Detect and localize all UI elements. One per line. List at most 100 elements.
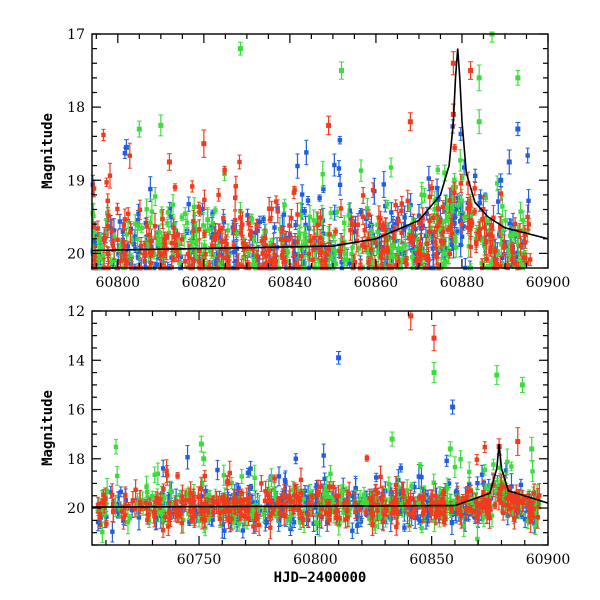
- blue-data-point: [215, 460, 219, 479]
- x-tick-label: 60800: [293, 552, 338, 568]
- blue-data-point: [317, 195, 321, 201]
- y-tick-label: 18: [67, 100, 85, 116]
- red-data-point: [237, 155, 241, 169]
- green-highlight-point: [390, 432, 395, 446]
- green-data-point: [329, 207, 333, 218]
- bottom-x-axis-label: HJD−2400000: [274, 570, 367, 586]
- red-data-point: [233, 186, 237, 210]
- blue-data-point: [322, 473, 326, 485]
- blue-data-point: [338, 136, 342, 144]
- green-data-point: [389, 158, 393, 177]
- x-tick-label: 60750: [177, 552, 222, 568]
- red-highlight-point: [451, 52, 456, 75]
- green-data-point: [453, 457, 457, 478]
- green-data-point: [91, 204, 95, 222]
- green-highlight-point: [529, 437, 534, 460]
- red-data-point: [339, 199, 343, 217]
- red-data-point: [104, 178, 108, 187]
- y-tick-label: 20: [67, 246, 85, 262]
- green-data-point: [420, 187, 424, 203]
- y-tick-label: 20: [67, 501, 85, 517]
- green-highlight-point: [339, 62, 344, 79]
- blue-data-point: [444, 455, 448, 466]
- blue-data-point: [300, 185, 304, 204]
- red-data-point: [268, 216, 272, 222]
- green-data-point: [509, 462, 513, 471]
- red-data-point: [310, 494, 314, 500]
- y-tick-label: 16: [67, 403, 85, 419]
- green-data-point: [182, 225, 186, 250]
- green-data-point: [156, 463, 160, 484]
- green-data-point: [153, 188, 157, 206]
- blue-data-point: [519, 479, 523, 490]
- blue-data-point: [161, 460, 165, 477]
- red-data-point: [197, 220, 201, 239]
- bottom-x-axis: 60750 60800 60850 60900: [106, 311, 570, 568]
- blue-data-point: [110, 521, 114, 542]
- blue-data-point: [148, 177, 152, 202]
- green-data-point: [530, 461, 534, 481]
- y-tick-label: 14: [67, 353, 85, 369]
- x-tick-label: 60840: [268, 275, 313, 291]
- y-tick-label: 18: [67, 452, 85, 468]
- green-highlight-point: [477, 110, 482, 134]
- blue-data-point: [402, 524, 406, 531]
- blue-data-point: [321, 444, 325, 467]
- red-data-point: [452, 144, 456, 151]
- y-tick-label: 19: [67, 173, 85, 189]
- green-data-point: [491, 459, 495, 470]
- y-tick-label: 12: [67, 304, 85, 320]
- blue-data-point: [525, 148, 529, 163]
- green-highlight-point: [477, 65, 482, 91]
- green-data-point: [321, 161, 325, 187]
- blue-highlight-point: [515, 123, 520, 136]
- green-highlight-point: [490, 32, 495, 43]
- green-data-point: [511, 232, 515, 238]
- red-highlight-point: [326, 116, 331, 135]
- red-data-point: [488, 249, 492, 255]
- x-tick-label: 60880: [440, 275, 485, 291]
- green-data-point: [458, 150, 462, 171]
- blue-highlight-point: [507, 150, 512, 174]
- red-data-point: [361, 188, 365, 204]
- red-highlight-point: [201, 130, 206, 157]
- y-tick-label: 17: [67, 27, 85, 43]
- red-highlight-point: [408, 113, 413, 131]
- green-data-point: [192, 198, 196, 216]
- blue-data-point: [321, 186, 325, 193]
- blue-data-point: [277, 467, 281, 486]
- red-data-point: [101, 129, 105, 140]
- blue-data-point: [295, 154, 299, 178]
- red-data-point: [173, 184, 177, 191]
- green-data-point: [418, 463, 422, 469]
- green-highlight-point: [201, 452, 206, 465]
- red-data-point: [483, 442, 487, 453]
- red-data-point: [475, 455, 479, 465]
- green-highlight-point: [494, 366, 499, 385]
- red-data-point: [277, 496, 281, 502]
- blue-data-point: [304, 140, 308, 164]
- red-data-point: [106, 194, 110, 208]
- blue-data-point: [399, 464, 403, 472]
- green-highlight-point: [515, 71, 520, 86]
- blue-highlight-point: [336, 351, 341, 364]
- red-data-point: [259, 476, 263, 492]
- top-data-points: [91, 120, 533, 270]
- red-data-point: [161, 523, 165, 537]
- x-tick-label: 60900: [526, 275, 571, 291]
- green-highlight-point: [448, 442, 453, 456]
- blue-data-point: [306, 196, 310, 204]
- green-highlight-point: [137, 121, 142, 137]
- green-highlight-point: [238, 42, 243, 55]
- red-highlight-point: [515, 428, 520, 456]
- blue-data-point: [338, 174, 342, 195]
- red-data-point: [115, 203, 119, 214]
- x-tick-label: 60820: [182, 275, 227, 291]
- blue-data-point: [350, 523, 354, 539]
- blue-data-point: [473, 169, 477, 182]
- blue-data-point: [187, 197, 191, 211]
- red-data-point: [485, 256, 489, 262]
- red-highlight-point: [167, 154, 172, 171]
